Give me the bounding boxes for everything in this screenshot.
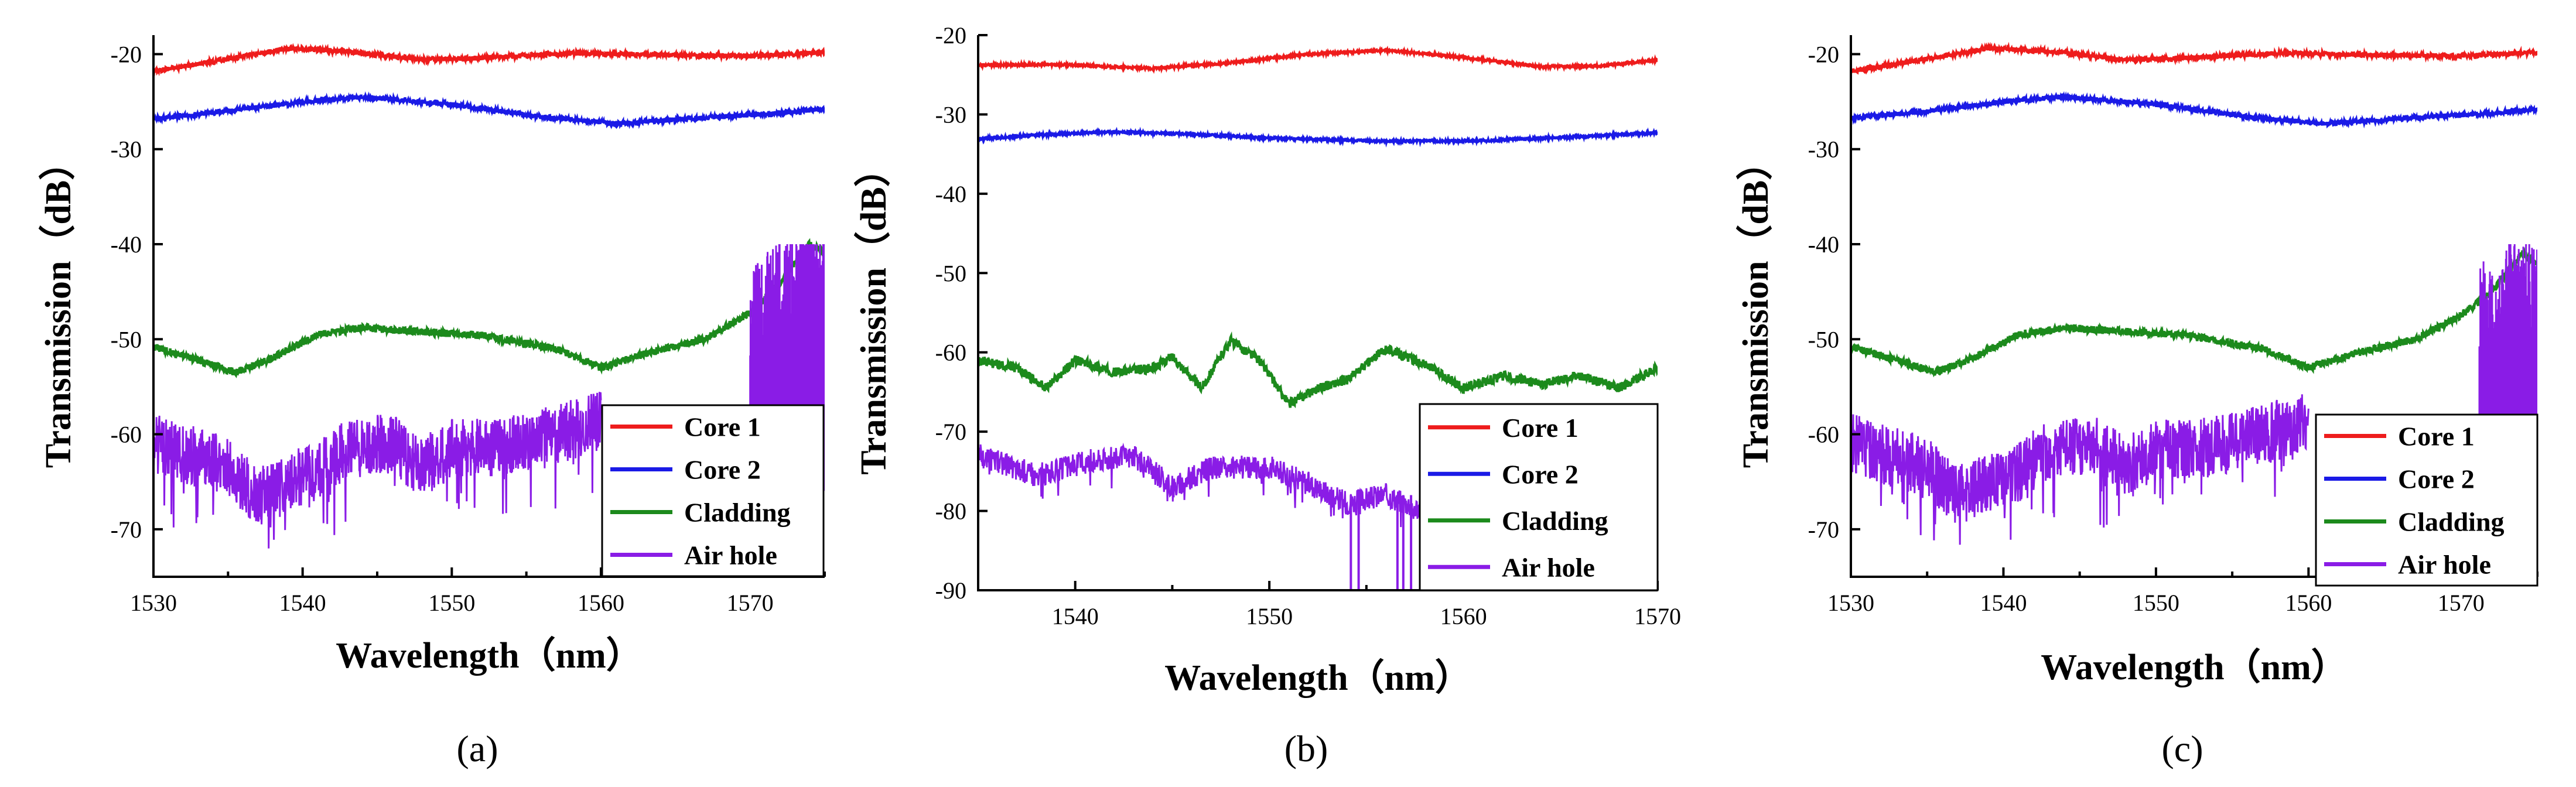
series-line-cladding [1851, 247, 2537, 378]
y-tick-label: -50 [935, 260, 966, 286]
series-line-core-1 [978, 45, 1658, 74]
chart-panel: 1530 1540 1550 1560 1570 -20 -30 -40 -50 -60 -70 Wa… [37, 35, 826, 769]
x-axis-title: Wavelength（nm） [336, 635, 643, 676]
x-tick-label: 1530 [1827, 590, 1874, 616]
panel-label: (a) [456, 728, 498, 769]
series-line-cladding [978, 331, 1658, 409]
legend-label: Core 1 [684, 412, 761, 442]
x-tick-label: 1570 [2438, 590, 2485, 616]
legend-label: Cladding [2398, 507, 2505, 537]
y-tick-label: -70 [935, 419, 966, 445]
y-tick-label: -60 [935, 340, 966, 366]
legend-label: Cladding [1502, 506, 1608, 536]
x-tick-label: 1540 [1980, 590, 2027, 616]
series-line-air-hole [1851, 394, 2309, 545]
x-axis-title: Wavelength（nm） [2041, 646, 2348, 687]
y-tick-label: -60 [1808, 422, 1839, 448]
x-tick-label: 1550 [428, 590, 475, 616]
y-tick-label: -50 [111, 326, 142, 353]
x-tick-label: 1540 [1052, 603, 1099, 629]
legend-label: Core 2 [2398, 464, 2475, 494]
x-axis-title: Wavelength（nm） [1164, 657, 1471, 698]
legend-label: Core 1 [2398, 422, 2475, 451]
x-tick-label: 1540 [279, 590, 326, 616]
legend-box [601, 404, 825, 577]
legend-box [1419, 403, 1659, 591]
y-tick-label: -80 [935, 498, 966, 525]
panel-label: (c) [2161, 728, 2203, 769]
y-axis-title: Transmission（dB） [1735, 144, 1776, 468]
y-tick-label: -70 [111, 516, 142, 543]
y-axis-title: Transmission（dB） [853, 150, 894, 475]
chart-panel: 1540 1550 1560 1570 -20 -30 -40 -50 -60 -70 -80 -90… [853, 22, 1681, 769]
legend-box [2315, 413, 2539, 587]
y-tick-label: -90 [935, 577, 966, 604]
y-axis-title: Transmission（dB） [37, 144, 78, 468]
legend-label: Cladding [684, 498, 791, 528]
series-line-core-1 [153, 43, 825, 77]
y-tick-label: -40 [111, 231, 142, 258]
x-tick-label: 1560 [2285, 590, 2332, 616]
y-tick-label: -20 [111, 41, 142, 67]
y-tick-label: -40 [1808, 231, 1839, 258]
y-tick-label: -40 [935, 181, 966, 207]
legend-label: Core 1 [1502, 413, 1579, 443]
y-tick-label: -30 [111, 136, 142, 163]
y-tick-label: -30 [1808, 136, 1839, 163]
series-line-core-1 [1851, 42, 2537, 75]
y-tick-label: -20 [1808, 41, 1839, 67]
series-line-cladding [153, 238, 825, 378]
x-tick-label: 1550 [1246, 603, 1293, 629]
chart-panel: 1530 1540 1550 1560 1570 -20 -30 -40 -50 -60 -70 Wa… [1735, 35, 2539, 769]
x-tick-label: 1560 [1440, 603, 1487, 629]
legend-label: Core 2 [1502, 459, 1579, 489]
panel-label: (b) [1284, 728, 1328, 769]
y-tick-label: -20 [935, 22, 966, 49]
series-line-core-2 [1851, 91, 2537, 129]
y-tick-label: -30 [935, 101, 966, 128]
legend-label: Air hole [1502, 552, 1595, 582]
x-tick-label: 1530 [130, 590, 177, 616]
y-tick-label: -50 [1808, 326, 1839, 353]
x-tick-label: 1550 [2133, 590, 2179, 616]
legend-label: Core 2 [684, 455, 761, 485]
x-tick-label: 1570 [1634, 603, 1681, 629]
y-tick-label: -60 [111, 422, 142, 448]
x-tick-label: 1570 [727, 590, 774, 616]
series-line-air-hole [153, 392, 602, 549]
x-tick-label: 1560 [578, 590, 624, 616]
series-line-core-2 [978, 126, 1658, 148]
legend-label: Air hole [684, 540, 777, 570]
legend-label: Air hole [2398, 550, 2491, 580]
y-tick-label: -70 [1808, 516, 1839, 543]
series-line-core-2 [153, 91, 825, 129]
